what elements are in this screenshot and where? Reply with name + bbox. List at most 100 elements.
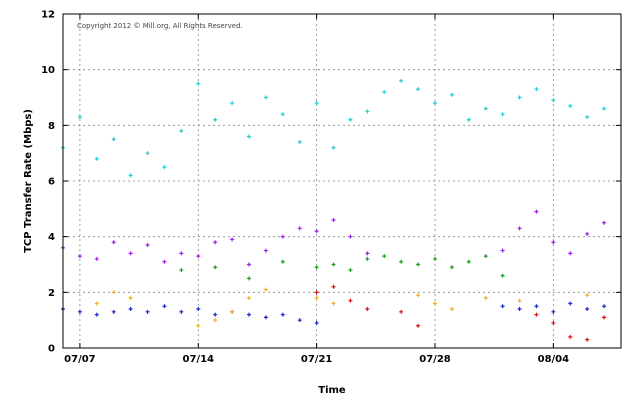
data-point	[602, 304, 607, 309]
data-point	[416, 262, 421, 267]
data-point	[314, 101, 319, 106]
data-point	[77, 114, 82, 119]
data-point	[263, 248, 268, 253]
data-point	[128, 251, 133, 256]
data-point	[517, 95, 522, 100]
data-point	[551, 98, 556, 103]
grid	[63, 14, 621, 348]
data-point	[280, 112, 285, 117]
data-point	[179, 309, 184, 314]
data-point	[145, 243, 150, 248]
data-point	[585, 114, 590, 119]
data-point	[365, 256, 370, 261]
data-point	[348, 117, 353, 122]
data-point	[94, 312, 99, 317]
data-point	[247, 312, 251, 317]
data-point	[399, 78, 404, 83]
y-tick-labels: 0 2 4 6 8 10 12	[41, 10, 55, 355]
x-tick-label: 07/14	[183, 354, 215, 365]
data-point	[483, 254, 488, 259]
data-point	[263, 315, 268, 320]
data-point	[449, 265, 454, 270]
y-tick-label: 4	[48, 232, 55, 243]
data-point	[230, 237, 235, 242]
data-point	[483, 295, 488, 300]
x-axis-title: Time	[318, 385, 346, 396]
data-point	[230, 101, 235, 106]
x-tick-label: 07/21	[301, 354, 333, 365]
y-tick-label: 8	[48, 121, 55, 132]
data-point	[128, 295, 133, 300]
data-point	[128, 173, 133, 178]
series-4	[94, 287, 590, 328]
data-point	[247, 262, 251, 267]
data-point	[331, 262, 336, 267]
data-point	[314, 229, 319, 234]
data-point	[297, 318, 302, 323]
data-point	[179, 268, 184, 273]
y-tick-label: 10	[41, 65, 55, 76]
y-axis-title: TCP Transfer Rate (Mbps)	[23, 109, 34, 253]
series-5	[314, 284, 607, 342]
data-point	[196, 323, 201, 328]
data-point	[433, 101, 437, 106]
data-point	[111, 137, 116, 142]
data-point	[517, 298, 522, 303]
data-point	[365, 109, 370, 114]
data-point	[416, 323, 421, 328]
data-point	[348, 234, 353, 239]
x-tick-label: 07/07	[64, 354, 96, 365]
data-point	[331, 301, 336, 306]
y-tick-label: 12	[41, 10, 55, 21]
data-point	[483, 106, 488, 111]
data-point	[77, 309, 82, 314]
plot-frame	[62, 13, 622, 349]
data-point	[213, 318, 218, 323]
data-point	[602, 106, 607, 111]
data-point	[263, 95, 268, 100]
data-point	[94, 256, 99, 261]
data-point	[348, 268, 353, 273]
data-point	[314, 295, 319, 300]
data-point	[433, 301, 437, 306]
data-point	[602, 220, 607, 225]
data-point	[331, 217, 336, 222]
data-points	[61, 78, 607, 342]
data-point	[551, 320, 556, 325]
data-point	[314, 290, 319, 295]
data-point	[382, 254, 387, 259]
data-point	[314, 265, 319, 270]
data-point	[280, 234, 285, 239]
data-point	[280, 259, 285, 264]
data-point	[466, 117, 471, 122]
data-point	[111, 240, 116, 245]
data-point	[399, 259, 404, 264]
data-point	[111, 290, 116, 295]
data-point	[466, 259, 471, 264]
data-point	[213, 265, 218, 270]
data-point	[534, 209, 539, 214]
y-tick-label: 0	[48, 344, 55, 355]
data-point	[568, 301, 573, 306]
data-point	[145, 309, 150, 314]
data-point	[568, 334, 573, 339]
data-point	[331, 284, 336, 289]
data-point	[534, 304, 539, 309]
data-point	[399, 309, 404, 314]
data-point	[551, 309, 556, 314]
y-tick-label: 6	[48, 177, 55, 188]
copyright-annotation: Copyright 2012 © Mill.org, All Rights Re…	[77, 22, 243, 30]
data-point	[162, 165, 167, 170]
data-point	[551, 240, 556, 245]
data-point	[247, 295, 251, 300]
y-tick-label: 2	[48, 288, 55, 299]
data-point	[179, 251, 184, 256]
data-point	[382, 89, 387, 94]
data-point	[500, 273, 505, 278]
data-point	[500, 248, 505, 253]
data-point	[94, 156, 99, 161]
data-point	[247, 276, 251, 281]
data-point	[568, 103, 573, 108]
data-point	[433, 256, 437, 261]
data-point	[213, 117, 218, 122]
